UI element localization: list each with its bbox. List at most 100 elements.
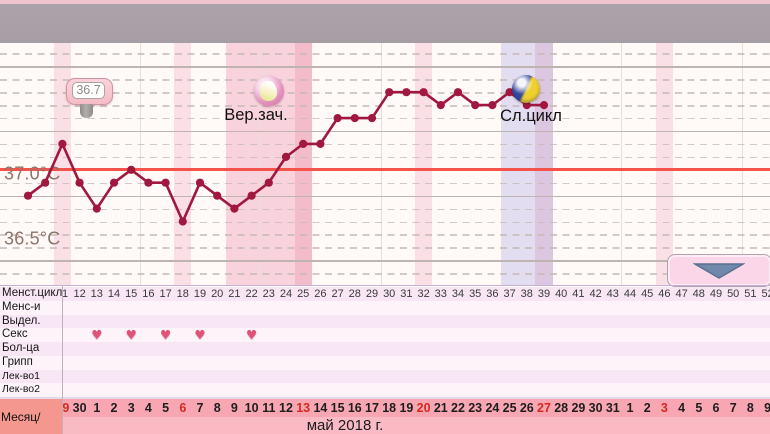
- date-17: 17: [365, 401, 379, 415]
- cycle-day-35: 35: [469, 288, 482, 300]
- heart-icon-day-22: ♥: [245, 327, 258, 343]
- major-gridline-37: [0, 131, 770, 133]
- cycle-day-14: 14: [107, 288, 121, 300]
- date-3-sunday: 3: [660, 401, 668, 415]
- row-label-3: Выдел.: [0, 314, 62, 329]
- cycle-day-18: 18: [176, 288, 189, 300]
- cycle-day-29: 29: [365, 288, 379, 300]
- cycle-day-50: 50: [727, 288, 740, 300]
- row-label-5: Бол-ца: [0, 342, 62, 356]
- cycle-day-43: 43: [606, 288, 619, 300]
- cycle-day-28: 28: [348, 288, 361, 300]
- table-row-4: ♥ ♥ ♥ ♥ ♥ Секс: [0, 328, 770, 342]
- expand-dropdown-button[interactable]: [667, 254, 770, 287]
- heart-icon-day-15: ♥: [125, 327, 137, 343]
- cycle-day-25: 25: [297, 288, 310, 300]
- cycle-day-44: 44: [623, 288, 637, 300]
- date-18: 18: [382, 401, 397, 415]
- cycle-day-21: 21: [228, 288, 241, 300]
- row-label-6: Грипп: [0, 355, 62, 370]
- row-label-8: Лек-во2: [0, 383, 62, 397]
- date-11: 11: [262, 401, 276, 415]
- date-30: 30: [588, 401, 603, 415]
- thermometer-value: 36.7: [72, 81, 105, 99]
- heart-icon-day-19: ♥: [194, 327, 206, 343]
- cycle-day-16: 16: [142, 288, 155, 300]
- week-gridline-5: [741, 43, 743, 285]
- annotation-next-cycle: Сл.цикл: [500, 107, 562, 125]
- date-31: 31: [605, 401, 620, 415]
- date-19: 19: [399, 401, 414, 415]
- label-column-divider: [62, 286, 63, 434]
- temperature-chart-canvas[interactable]: 37.0°C 36.5°C 36.0°C: [0, 43, 770, 285]
- date-13-sunday: 13: [296, 401, 311, 415]
- cycle-day-52: 52: [761, 288, 770, 300]
- date-14: 14: [313, 401, 328, 415]
- cycle-day-27: 27: [331, 288, 344, 300]
- table-row-6: Грипп: [0, 355, 770, 370]
- thermometer-stem: [80, 104, 93, 118]
- date-6-sunday: 6: [179, 401, 187, 415]
- date-10: 10: [244, 401, 259, 415]
- date-16: 16: [347, 401, 362, 415]
- cycle-day-37: 37: [503, 288, 516, 300]
- cycle-day-41: 41: [572, 288, 585, 300]
- cycle-day-51: 51: [744, 288, 757, 300]
- month-day-header-cell: Месяц/день: [0, 399, 62, 434]
- date-30: 30: [72, 401, 87, 415]
- cycle-data-table[interactable]: 1112131415161718192021222324252627282930…: [0, 285, 770, 434]
- date-7: 7: [196, 401, 204, 415]
- minor-gridline-36.2: [0, 234, 770, 236]
- cycle-day-15: 15: [125, 288, 138, 300]
- date-2: 2: [643, 401, 651, 415]
- major-gridline-36.5: [0, 195, 770, 198]
- cycle-day-32: 32: [417, 288, 430, 300]
- minor-gridline-37.6: [0, 53, 770, 55]
- cycle-day-49: 49: [709, 288, 723, 300]
- cycle-day-48: 48: [692, 288, 705, 300]
- date-29: 29: [571, 401, 586, 415]
- dates-row: 2930123456789101112131415161718192021222…: [0, 399, 770, 417]
- cycle-day-19: 19: [193, 288, 207, 300]
- table-row-8: Лек-во2: [0, 383, 770, 397]
- week-gridline-4: [621, 43, 623, 285]
- date-25: 25: [502, 401, 517, 415]
- annotation-probable-conception: Вер.зач.: [224, 106, 288, 124]
- minor-gridline-35.9: [0, 273, 770, 275]
- date-6: 6: [712, 401, 720, 415]
- date-9: 9: [230, 401, 238, 415]
- top-accent-strip: [0, 0, 770, 4]
- thermometer-badge: 36.7: [66, 78, 113, 118]
- row-label-4: Секс: [0, 328, 62, 342]
- cycle-day-31: 31: [400, 288, 413, 300]
- date-24: 24: [485, 401, 500, 415]
- cycle-day-17: 17: [159, 288, 172, 300]
- coverline: [0, 168, 770, 172]
- minor-gridline-37.3: [0, 92, 770, 94]
- date-1: 1: [93, 401, 101, 415]
- heart-icon-day-17: ♥: [159, 327, 172, 343]
- date-5: 5: [695, 401, 703, 415]
- date-27-sunday: 27: [537, 401, 551, 415]
- minor-gridline-37.2: [0, 105, 770, 107]
- triangle-down-icon: [693, 263, 745, 279]
- minor-gridline-37.4: [0, 79, 770, 81]
- date-7: 7: [729, 401, 737, 415]
- cycle-day-36: 36: [486, 288, 499, 300]
- date-21: 21: [433, 401, 448, 415]
- y-axis-label-37: 37.0°C: [4, 163, 61, 184]
- date-12: 12: [279, 401, 293, 415]
- cycle-day-24: 24: [279, 288, 293, 300]
- cycle-day-47: 47: [675, 288, 688, 300]
- egg-icon: [254, 76, 284, 106]
- date-20-sunday: 20: [416, 401, 431, 415]
- table-row-5: Бол-ца: [0, 342, 770, 356]
- table-row-2: Менс-и: [0, 300, 770, 315]
- date-9: 9: [764, 401, 770, 415]
- row-separator: [0, 396, 770, 399]
- date-4: 4: [144, 401, 152, 415]
- ball-icon: [512, 75, 540, 103]
- cycle-day-45: 45: [641, 288, 654, 300]
- minor-gridline-36.1: [0, 247, 770, 249]
